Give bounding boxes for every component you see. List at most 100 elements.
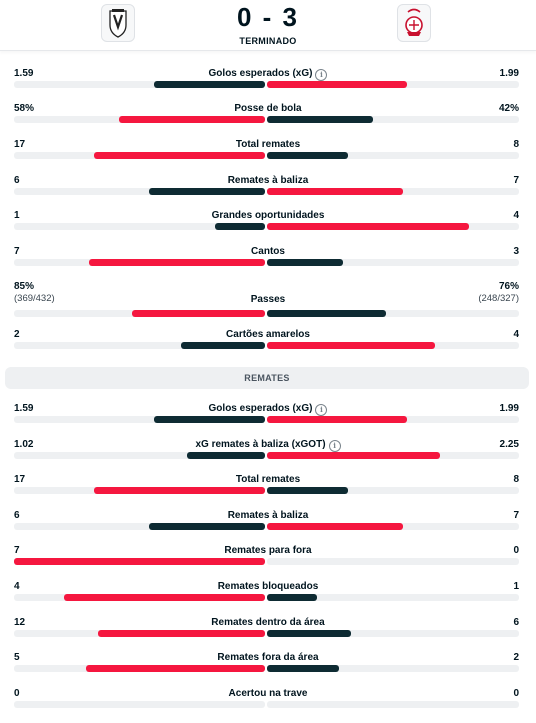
home-bar-fill	[149, 522, 265, 530]
away-value: 7	[513, 175, 519, 186]
stat-label-text: Remates fora da área	[217, 652, 319, 664]
away-value: 76%	[498, 281, 519, 292]
info-icon[interactable]: i	[315, 69, 328, 81]
away-value: 8	[513, 139, 519, 150]
away-value: 4	[513, 210, 519, 221]
home-bar-track	[14, 152, 265, 159]
away-bar-track	[267, 665, 519, 673]
info-icon[interactable]: i	[315, 404, 328, 416]
stat-label-text: Cartões amarelos	[226, 329, 310, 340]
away-value: 1.99	[499, 68, 519, 79]
match-header: 0 - 3 TERMINADO	[0, 0, 536, 51]
stat-label: Cantos	[0, 246, 536, 258]
away-value: 0	[513, 545, 519, 557]
stat-label: Golos esperados (xG) i	[0, 68, 536, 81]
home-value: 1.59	[14, 403, 34, 414]
stat-label: Remates para fora	[0, 545, 536, 557]
home-bar-track	[14, 594, 265, 601]
away-bar-track	[267, 310, 519, 317]
section-header-remates: REMATES	[5, 367, 529, 389]
away-bar-track	[267, 629, 519, 637]
stat-label: Total remates	[0, 139, 536, 151]
home-bar-track	[14, 223, 265, 230]
stat-row: 7 3 Cantos	[0, 245, 536, 281]
home-bar-track	[14, 342, 265, 349]
stat-row: 58% 42% Posse de bola	[0, 102, 536, 138]
home-bar-fill	[119, 116, 265, 123]
stat-row: 1 4 Grandes oportunidades	[0, 209, 536, 245]
home-value: 7	[14, 545, 20, 557]
stat-label-text: Total remates	[235, 139, 301, 150]
info-icon[interactable]: i	[328, 439, 341, 452]
away-bar-fill	[267, 629, 351, 637]
stat-label-text: Remates à baliza	[227, 509, 309, 521]
away-bar-track	[267, 116, 519, 123]
stat-row: 1.02 2.25 xG remates à baliza (xGOT) i	[0, 438, 536, 474]
away-bar-track	[267, 700, 519, 708]
stat-label-text: Cantos	[251, 246, 285, 257]
stat-row: 85% 76% (369/432) (248/327) Passes	[0, 280, 536, 324]
stat-row: 0 0 Acertou na trave	[0, 687, 536, 723]
home-value: 1.02	[14, 438, 34, 450]
away-value: 6	[513, 616, 519, 628]
home-value: 12	[14, 616, 26, 628]
stat-row: 2 4 Cartões amarelos	[0, 328, 536, 364]
away-bar-track	[267, 487, 519, 495]
stat-label-text: Passes	[250, 294, 286, 305]
away-bar-track	[267, 416, 519, 423]
home-bar-fill	[89, 259, 265, 266]
away-bar-track	[267, 451, 519, 459]
home-bar-fill	[214, 223, 265, 230]
home-bar-fill	[153, 81, 265, 88]
away-bar-track	[267, 558, 519, 566]
away-bar-fill	[267, 487, 348, 495]
home-value: 4	[14, 581, 20, 592]
home-value: 17	[14, 139, 26, 150]
home-bar-track	[14, 416, 265, 423]
home-value: 1	[14, 210, 20, 221]
stat-label-text: Remates para fora	[224, 545, 312, 557]
stat-label: Remates fora da área	[0, 652, 536, 664]
home-bar-track	[14, 116, 265, 123]
stat-label: Remates à baliza	[0, 175, 536, 187]
stat-label: Remates dentro da área	[0, 617, 536, 629]
home-bar-track	[14, 665, 265, 673]
away-team-logo[interactable]	[397, 4, 431, 42]
match-score: 0 - 3	[236, 2, 300, 32]
away-value: 8	[513, 474, 519, 486]
shield-icon	[109, 9, 127, 38]
home-value: 6	[14, 175, 20, 186]
home-value: 7	[14, 246, 20, 257]
away-bar-track	[267, 223, 519, 230]
home-value: 17	[14, 474, 26, 486]
stat-label: Posse de bola	[0, 103, 536, 115]
away-bar-fill	[267, 522, 403, 530]
stat-label-text: xG remates à baliza (xGOT)	[195, 438, 326, 450]
home-team-logo[interactable]	[101, 4, 135, 42]
home-value: 0	[14, 687, 20, 699]
away-bar-track	[267, 522, 519, 530]
away-bar-fill	[267, 188, 403, 195]
away-bar-track	[267, 594, 519, 601]
stat-label: Total remates	[0, 474, 536, 486]
home-bar-track	[14, 700, 265, 708]
home-bar-fill	[64, 594, 265, 601]
away-bar-fill	[267, 665, 339, 673]
home-value: 6	[14, 509, 20, 521]
away-value: 2	[513, 652, 519, 664]
stat-row: 5 2 Remates fora da área	[0, 651, 536, 687]
stat-row: 12 6 Remates dentro da área	[0, 616, 536, 652]
stat-row: 6 7 Remates à baliza	[0, 174, 536, 210]
stat-label-text: Posse de bola	[234, 103, 302, 114]
match-status: TERMINADO	[239, 36, 297, 46]
home-value: 1.59	[14, 68, 34, 79]
away-value: 42%	[498, 103, 519, 114]
away-subvalue: (248/327)	[478, 293, 519, 304]
home-bar-track	[14, 522, 265, 530]
stat-row: 1.59 1.99 Golos esperados (xG) i	[0, 67, 536, 103]
stat-label: Grandes oportunidades	[0, 210, 536, 222]
stat-label: Golos esperados (xG) i	[0, 403, 536, 416]
home-bar-track	[14, 558, 265, 566]
away-bar-fill	[267, 416, 408, 423]
home-bar-fill	[97, 629, 265, 637]
